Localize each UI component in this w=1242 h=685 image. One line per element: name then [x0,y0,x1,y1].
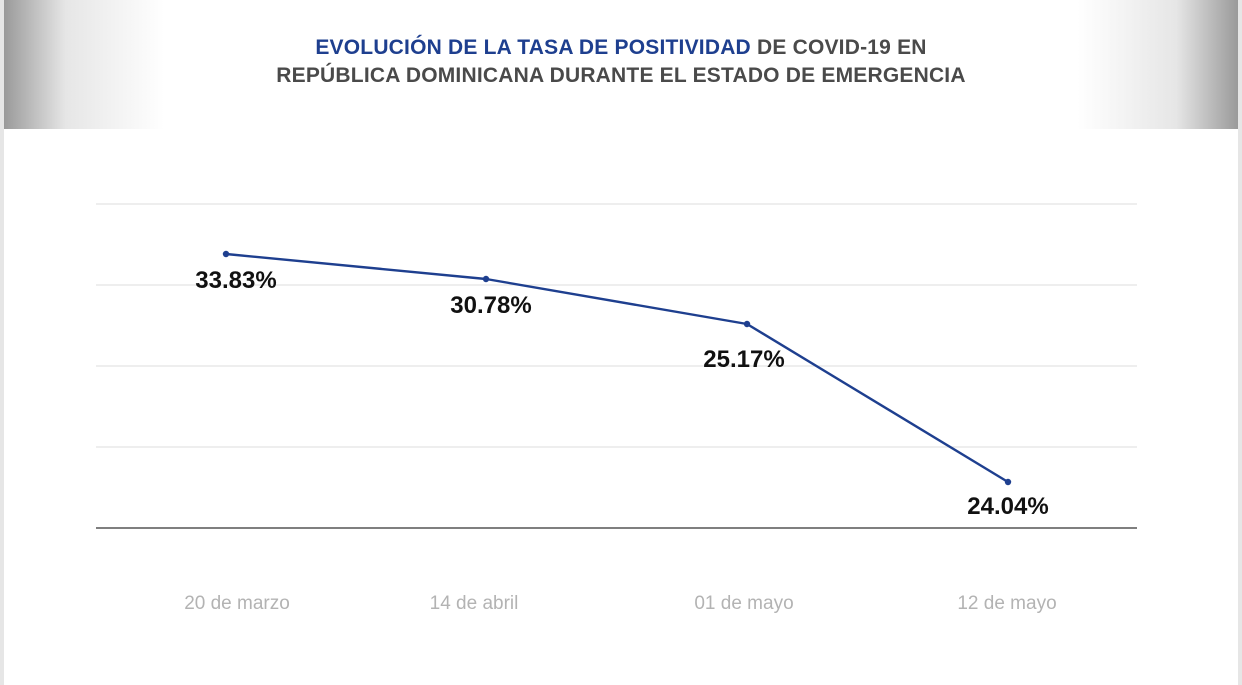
x-tick-label: 01 de mayo [694,593,793,614]
data-point [1004,478,1012,486]
x-tick-label: 14 de abril [430,593,519,614]
data-label: 30.78% [450,292,531,319]
x-axis-ticks: 20 de marzo 14 de abril 01 de mayo 12 de ma… [184,593,1056,614]
series-line [225,252,1009,484]
data-label: 24.04% [967,493,1048,520]
chart-title-highlight: EVOLUCIÓN DE LA TASA DE POSITIVIDAD [315,36,751,59]
chart-title-line1: EVOLUCIÓN DE LA TASA DE POSITIVIDAD DE C… [0,36,1242,60]
x-tick-label: 12 de mayo [957,593,1056,614]
data-point [222,250,230,258]
chart-title-line2-text: REPÚBLICA DOMINICANA DURANTE EL ESTADO D… [276,64,966,87]
data-label: 33.83% [195,267,276,294]
data-labels-group: 33.83% 30.78% 25.17% 24.04% [195,267,1048,520]
chart-title-line1-rest: DE COVID-19 EN [750,36,927,59]
right-border [1238,0,1242,685]
left-border [0,0,4,685]
title-banner [4,0,1238,129]
chart-title-line2: REPÚBLICA DOMINICANA DURANTE EL ESTADO D… [0,64,1242,88]
gridlines [96,203,1137,529]
x-tick-label: 20 de marzo [184,593,290,614]
data-point [743,320,751,328]
series-group [222,250,1012,486]
data-label: 25.17% [703,346,784,373]
data-point [482,275,490,283]
